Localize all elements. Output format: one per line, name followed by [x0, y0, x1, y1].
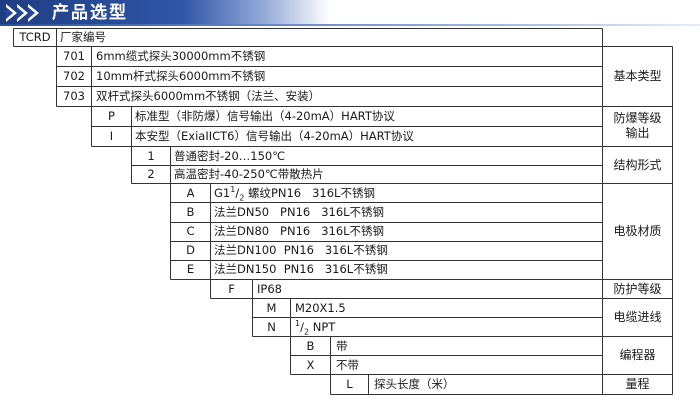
option-code: P — [108, 109, 115, 123]
category-label: 量程 — [625, 377, 650, 391]
option-code: 1 — [147, 149, 155, 163]
category-label: 编程器 — [619, 348, 656, 362]
option-code: B — [306, 339, 315, 353]
option-code: 702 — [63, 69, 85, 83]
option-desc: 不带 — [336, 358, 359, 372]
model-prefix-desc: 厂家编号 — [60, 30, 106, 44]
option-code: E — [186, 262, 195, 276]
option-desc: 带 — [336, 339, 348, 353]
option-code: D — [186, 243, 195, 257]
option-desc: 标准型（非防爆）信号输出（4-20mA）HART协议 — [135, 109, 395, 123]
option-code: L — [346, 377, 353, 391]
option-code: N — [267, 320, 276, 334]
option-desc: 1/2 NPT — [295, 319, 336, 337]
option-desc: 10mm杆式探头6000mm不锈钢 — [96, 69, 266, 83]
option-desc: 本安型（ExiaIICT6）信号输出（4-20mA）HART协议 — [135, 129, 414, 143]
option-code: F — [228, 282, 235, 296]
category-label: 结构形式 — [613, 158, 662, 172]
option-desc: 普通密封-20…150℃ — [174, 149, 286, 163]
option-desc: 法兰DN150 PN16 316L不锈钢 — [214, 262, 388, 276]
option-desc: 双杆式探头6000mm不锈钢（法兰、安装） — [96, 89, 321, 103]
option-desc: 高温密封-40-250℃带散热片 — [174, 167, 324, 181]
option-code: I — [109, 129, 114, 143]
category-label: 防爆等级输出 — [613, 111, 662, 140]
option-desc: G11/2 螺纹PN16 316L不锈钢 — [214, 185, 375, 203]
header-underline — [0, 24, 700, 26]
category-label: 基本类型 — [613, 69, 662, 83]
option-code: X — [306, 358, 315, 372]
option-code: 703 — [63, 89, 85, 103]
option-desc: 法兰DN80 PN16 316L不锈钢 — [214, 224, 385, 238]
option-desc: M20X1.5 — [295, 301, 346, 315]
category-label: 电缆进线 — [613, 310, 662, 324]
option-desc: 6mm缆式探头30000mm不锈钢 — [96, 49, 266, 63]
page-title: 产品选型 — [52, 3, 128, 23]
section-header: 产品选型 — [0, 0, 700, 26]
category-label: 防护等级 — [613, 282, 662, 296]
option-code: 2 — [147, 167, 155, 181]
option-code: A — [186, 186, 195, 200]
model-prefix: TCRD — [19, 30, 51, 44]
option-code: M — [266, 301, 277, 315]
option-desc: 法兰DN50 PN16 316L不锈钢 — [214, 205, 385, 219]
option-desc: IP68 — [257, 282, 282, 296]
option-code: B — [186, 205, 195, 219]
option-desc: 探头长度（米） — [374, 377, 455, 391]
option-desc: 法兰DN100 PN16 316L不锈钢 — [214, 243, 388, 257]
category-label: 电极材质 — [613, 224, 662, 238]
header-bar — [0, 0, 330, 26]
option-code: C — [186, 224, 195, 238]
option-code: 701 — [63, 49, 85, 63]
